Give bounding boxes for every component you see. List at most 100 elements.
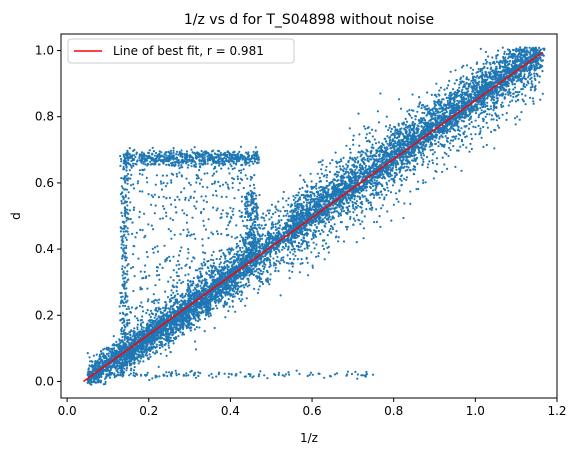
- scatter-point: [276, 222, 279, 225]
- scatter-point: [171, 304, 175, 308]
- scatter-point: [444, 93, 447, 96]
- scatter-point: [426, 91, 429, 94]
- scatter-point: [299, 245, 302, 248]
- scatter-point: [92, 354, 95, 357]
- scatter-point: [390, 127, 393, 131]
- scatter-point: [502, 105, 505, 108]
- scatter-point: [363, 125, 366, 128]
- scatter-point: [187, 282, 190, 286]
- scatter-point: [508, 60, 511, 63]
- scatter-point: [311, 264, 314, 267]
- scatter-point: [240, 277, 243, 280]
- scatter-point: [505, 112, 508, 115]
- scatter-point: [458, 129, 461, 132]
- scatter-point: [389, 166, 392, 169]
- scatter-point: [301, 249, 304, 252]
- scatter-point: [509, 94, 512, 97]
- scatter-point: [314, 235, 318, 238]
- scatter-point: [333, 223, 336, 226]
- scatter-point: [391, 169, 394, 172]
- scatter-point: [485, 143, 488, 147]
- scatter-point: [142, 326, 145, 329]
- scatter-point: [321, 163, 324, 166]
- scatter-point: [219, 261, 222, 264]
- scatter-point: [531, 85, 534, 88]
- scatter-point: [477, 116, 480, 119]
- scatter-point: [527, 82, 530, 85]
- scatter-point: [233, 255, 236, 259]
- scatter-point: [456, 99, 459, 102]
- scatter-point: [237, 261, 240, 264]
- scatter-point: [116, 343, 119, 346]
- scatter-point: [482, 125, 485, 129]
- scatter-point: [364, 127, 367, 130]
- scatter-point: [398, 171, 401, 174]
- scatter-point: [355, 241, 358, 244]
- scatter-point: [99, 379, 102, 382]
- scatter-point: [287, 197, 290, 200]
- scatter-point: [258, 226, 261, 229]
- scatter-point: [389, 191, 393, 194]
- scatter-point: [533, 75, 536, 78]
- scatter-point: [531, 83, 534, 86]
- scatter-point: [296, 194, 299, 197]
- scatter-point: [244, 304, 247, 307]
- scatter-point: [379, 225, 382, 228]
- scatter-point: [435, 157, 439, 160]
- scatter-point: [535, 72, 538, 75]
- scatter-point: [315, 187, 318, 190]
- scatter-point: [451, 135, 454, 138]
- scatter-point: [196, 283, 199, 286]
- scatter-point: [218, 263, 221, 266]
- scatter-point: [397, 98, 401, 101]
- scatter-point: [212, 250, 215, 253]
- scatter-point: [275, 259, 278, 262]
- scatter-point: [255, 268, 258, 271]
- scatter-point: [421, 163, 424, 166]
- scatter-point: [430, 93, 433, 96]
- scatter-point: [287, 203, 290, 206]
- scatter-point: [282, 190, 285, 194]
- scatter-point: [463, 130, 466, 133]
- scatter-point: [325, 165, 328, 168]
- scatter-point: [493, 128, 496, 132]
- scatter-point: [480, 136, 483, 139]
- scatter-point: [380, 207, 383, 210]
- scatter-point: [288, 277, 291, 280]
- scatter-point: [361, 194, 364, 197]
- scatter-point: [110, 366, 113, 370]
- scatter-point: [497, 49, 500, 52]
- scatter-point: [348, 127, 351, 130]
- scatter-point: [261, 237, 264, 240]
- scatter-point: [403, 162, 406, 165]
- scatter-point: [445, 139, 449, 142]
- scatter-point: [345, 144, 348, 147]
- scatter-point: [530, 80, 533, 83]
- scatter-point: [465, 64, 469, 67]
- scatter-point: [331, 226, 334, 229]
- scatter-point: [243, 286, 246, 289]
- scatter-point: [193, 286, 196, 289]
- scatter-point: [383, 198, 386, 201]
- scatter-point: [472, 68, 475, 71]
- scatter-point: [400, 179, 403, 182]
- scatter-point: [481, 105, 484, 108]
- scatter-point: [427, 163, 430, 166]
- scatter-point: [287, 262, 290, 265]
- scatter-point: [416, 162, 419, 165]
- scatter-point: [294, 254, 297, 257]
- scatter-point: [331, 159, 334, 162]
- scatter-point: [277, 260, 280, 263]
- scatter-point: [532, 100, 535, 103]
- scatter-point: [201, 267, 204, 270]
- scatter-point: [453, 136, 456, 139]
- scatter-point: [294, 204, 297, 207]
- scatter-point: [377, 121, 381, 124]
- scatter-point: [374, 188, 377, 191]
- scatter-point: [446, 99, 449, 102]
- scatter-point: [424, 181, 427, 184]
- scatter-point: [312, 232, 315, 235]
- scatter-point: [360, 211, 363, 214]
- scatter-point: [348, 210, 351, 213]
